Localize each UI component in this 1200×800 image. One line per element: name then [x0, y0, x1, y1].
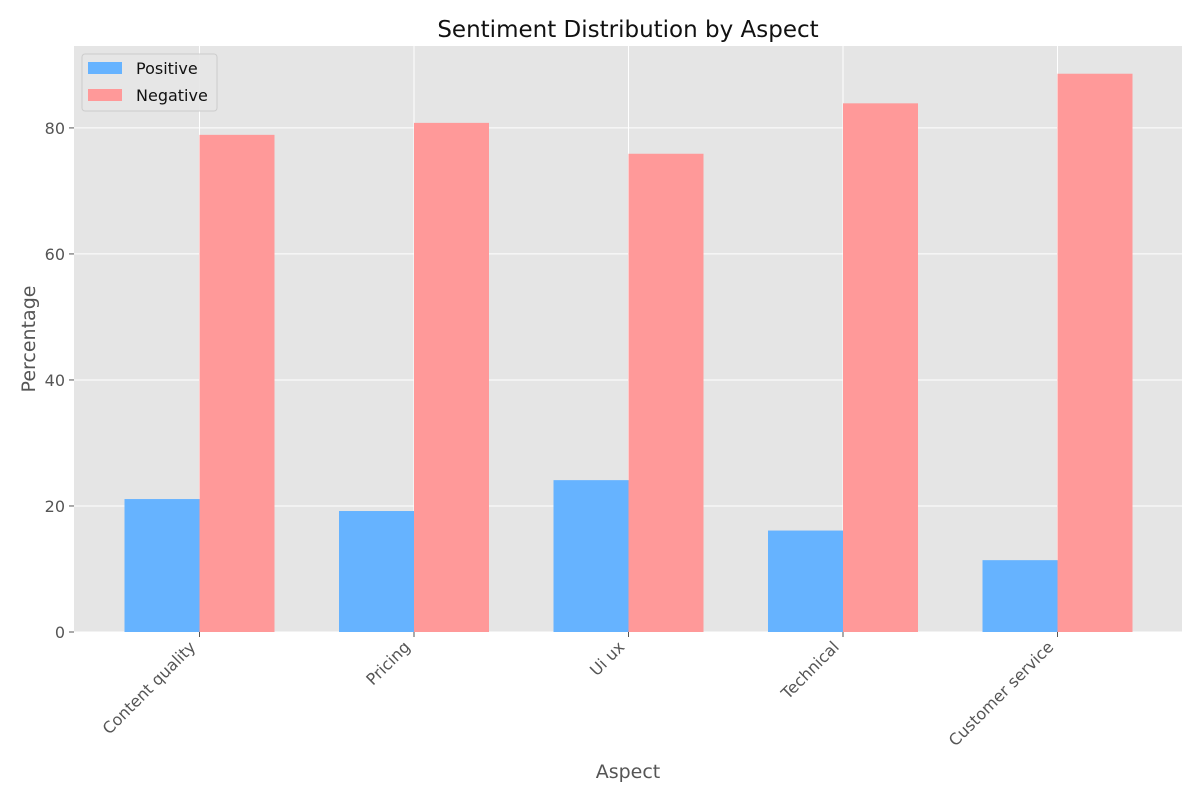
x-tick-label: Pricing: [362, 637, 414, 689]
x-tick-label: Technical: [777, 637, 843, 703]
bar-negative-customer-service: [1057, 73, 1133, 632]
y-axis-label: Percentage: [18, 286, 40, 393]
y-tick-label: 20: [45, 497, 65, 516]
bar-positive-technical: [768, 530, 843, 632]
chart-title: Sentiment Distribution by Aspect: [437, 17, 818, 43]
bars: [124, 73, 1133, 633]
x-axis-label: Aspect: [596, 761, 661, 783]
bar-negative-content-quality: [199, 134, 275, 632]
legend-label-negative: Negative: [136, 86, 208, 105]
x-tick-label: Customer service: [945, 637, 1058, 750]
legend-label-positive: Positive: [136, 59, 198, 78]
bar-negative-technical: [843, 103, 918, 632]
x-tick-label: Content quality: [99, 637, 200, 738]
y-tick-label: 60: [45, 245, 65, 264]
bar-negative-pricing: [414, 122, 489, 633]
legend-swatch-positive: [88, 62, 122, 74]
bar-positive-pricing: [339, 511, 414, 632]
y-tick-label: 80: [45, 119, 65, 138]
legend-swatch-negative: [88, 89, 122, 101]
bar-positive-content-quality: [124, 499, 200, 632]
bar-positive-ui-ux: [553, 480, 629, 632]
y-tick-label: 40: [45, 371, 65, 390]
y-tick-label: 0: [55, 623, 65, 642]
legend: Positive Negative: [81, 53, 218, 112]
bar-negative-ui-ux: [628, 153, 704, 632]
bar-positive-customer-service: [982, 560, 1058, 632]
x-tick-label: Ui ux: [586, 637, 628, 679]
